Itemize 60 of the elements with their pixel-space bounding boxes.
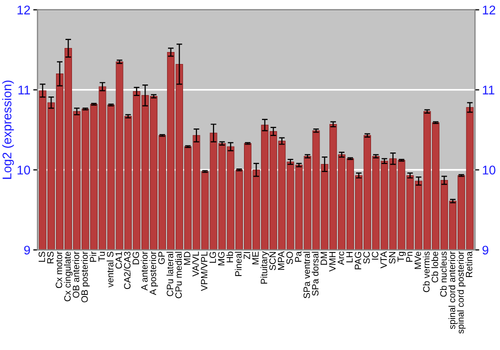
x-tick-label: VA/VL [192,252,199,277]
x-tick-label: ventral S [106,252,114,288]
x-tick-label: MPA [278,251,284,270]
y-tick-label: 12 [18,6,30,14]
x-tick-label: Pineal [234,252,242,276]
y2-tick-label: 9 [482,246,488,255]
x-tick-label: Cb nucleus [440,252,447,297]
x-tick-label: Pir [90,251,96,262]
x-tick-label: SO [286,252,293,264]
x-tick-label: OB anterior [72,251,80,298]
x-tick-label: A anterior [140,251,148,291]
x-tick-label: Pituitary [260,251,270,284]
x-tick-label: SCN [269,252,276,270]
x-tick-label: Pn [406,252,412,262]
y-tick-label: 11 [18,86,30,94]
x-tick-label: CA2/CA3 [124,252,131,290]
x-tick-label: Cb vermis [422,252,430,292]
x-tick-label: Arc [338,252,344,266]
x-tick-label: OB posterior [81,251,90,302]
y2-tick-label: 12 [482,6,496,14]
x-tick-label: Pa [295,251,302,262]
x-tick-label: IC [372,252,378,260]
x-tick-label: Cx motor [56,251,62,288]
x-tick-label: ZI [244,252,250,260]
x-tick-label: Tu [98,252,105,262]
x-tick-label: GP [158,252,165,264]
x-tick-label: CA1 [116,252,122,269]
y-tick-label: 9 [24,246,30,255]
x-tick-label: VPM/VPL [200,252,208,291]
x-tick-label: spinal cord posterior [457,251,466,334]
x-tick-label: VTA [380,251,387,268]
x-tick-label: SPa dorsal [312,252,319,296]
x-tick-label: Cb lobe [431,252,438,282]
y2-tick-label: 10 [482,166,496,175]
x-tick-label: LS [38,252,46,262]
x-tick-label: CPu medial [175,252,182,298]
x-tick-label: PAG [354,252,362,270]
x-tick-label: CPu lateral [166,252,174,296]
x-tick-label: MG [218,252,225,266]
x-tick-label: LH [346,252,353,262]
x-tick-label: SPa ventral [303,252,310,298]
x-tick-label: ME [252,252,259,264]
x-tick-label: Hb [226,252,234,262]
x-tick-label: Cx cingulate [64,252,73,302]
y-axis-title: Log2 (expression) [2,80,14,179]
x-tick-label: SN [388,252,396,264]
x-tick-label: LG [209,252,216,263]
x-tick-label: SC [363,252,370,264]
x-tick-label: VMH [329,252,336,272]
y-tick-label: 10 [18,166,30,175]
x-tick-label: RS [47,252,54,264]
x-tick-label: A posterior [149,251,158,296]
x-tick-label: MVe [414,252,422,269]
x-tick-label: spinal cord anterior [448,251,458,329]
x-tick-label: Tg [398,252,406,262]
x-tick-label: DM [320,252,327,265]
x-tick-label: MD [184,252,190,265]
x-tick-label: DG [132,252,140,264]
y2-tick-label: 11 [482,86,494,94]
x-tick-label: Retina [466,251,472,278]
